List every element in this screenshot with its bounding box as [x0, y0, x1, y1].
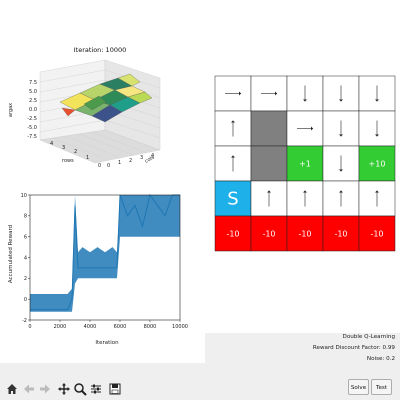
floor-pane — [39, 129, 161, 164]
policy-arrow-icon — [375, 120, 379, 137]
grid-cell-label: -10 — [334, 230, 347, 239]
x-tick-label: 10000 — [172, 324, 188, 330]
row-tick-label: 3 — [62, 145, 65, 151]
grid-cell-start — [214, 180, 252, 217]
policy-arrow-icon — [267, 190, 271, 207]
configure-icon[interactable] — [89, 382, 103, 396]
row-tick-label: 0 — [98, 163, 101, 169]
reward-band — [30, 195, 180, 312]
grid-cell-penalty — [358, 215, 396, 252]
policy-arrow-icon — [339, 120, 343, 137]
toolbar — [0, 378, 400, 400]
grid-cell-label: +10 — [369, 160, 386, 169]
y-tick-label: -2 — [22, 318, 27, 324]
grid-cell-wall — [250, 110, 288, 147]
z-tick-label: 5.0 — [29, 89, 37, 95]
grid-cell-reward — [358, 145, 396, 182]
y-tick-label: 4 — [24, 255, 27, 261]
z-tick-label: 7.5 — [29, 80, 37, 86]
policy-arrow-icon — [225, 91, 241, 96]
col-axis-label: cols — [144, 154, 156, 164]
grid-cell-label: -10 — [370, 230, 383, 239]
z-axis-label: argax — [8, 103, 14, 117]
z-tick-label: -2.5 — [27, 116, 37, 122]
col-tick-labels: 0 1 2 3 4 — [107, 153, 154, 169]
grid-cell-label: S — [227, 189, 238, 210]
solve-button[interactable]: Solve — [348, 379, 369, 395]
forward-arrow-icon[interactable] — [38, 382, 52, 396]
col-tick-label: 1 — [118, 160, 121, 166]
row-tick-labels: 4 3 2 1 0 — [50, 141, 101, 169]
policy-arrow-icon — [261, 91, 277, 96]
noise-label: Noise: 0.2 — [366, 356, 395, 362]
policy-arrow-icon — [375, 190, 379, 207]
reward-series-line — [30, 193, 180, 311]
grid-cell-label: -10 — [298, 230, 311, 239]
reward-x-label: Iteration — [95, 340, 119, 346]
grid-cell-label: -10 — [262, 230, 275, 239]
grid-cell-wall — [250, 145, 288, 182]
policy-arrow-icon — [339, 190, 343, 207]
x-tick-label: 2000 — [54, 324, 67, 330]
z-tick-label: -7.5 — [27, 134, 37, 140]
figure-left-panel: Iteration: 10000 — [0, 0, 205, 363]
policy-arrow-icon — [375, 85, 379, 102]
back-arrow-icon[interactable] — [22, 382, 36, 396]
surface-mesh — [59, 73, 153, 123]
z-tick-label: 2.5 — [29, 98, 37, 104]
y-tick-label: 2 — [24, 276, 27, 282]
policy-arrow-icon — [303, 85, 307, 102]
test-button[interactable]: Test — [371, 379, 392, 395]
col-tick-label: 3 — [140, 155, 143, 161]
col-tick-label: 4 — [151, 153, 154, 159]
y-tick-label: 8 — [24, 214, 27, 220]
zoom-icon[interactable] — [73, 382, 87, 396]
y-tick-label: 10 — [21, 193, 27, 199]
surface-plot: Iteration: 10000 — [8, 46, 161, 169]
policy-arrow-icon — [231, 155, 235, 172]
z-tick-labels: 7.5 5.0 2.5 0.0 -2.5 -5.0 -7.5 — [27, 80, 37, 140]
reward-y-label: Accumulated Reward — [8, 225, 14, 283]
surface-title: Iteration: 10000 — [74, 46, 127, 54]
gridworld: +1 +10 S -10 -10 -10 -10 -10 — [214, 75, 396, 252]
x-tick-label: 0 — [28, 324, 31, 330]
pan-icon[interactable] — [57, 382, 71, 396]
col-tick-label: 0 — [107, 163, 110, 169]
row-tick-label: 2 — [74, 149, 77, 155]
save-icon[interactable] — [108, 382, 122, 396]
z-tick-label: -5.0 — [27, 125, 37, 131]
row-tick-label: 4 — [50, 141, 53, 147]
home-icon[interactable] — [5, 382, 19, 396]
row-axis-label: rows — [62, 158, 74, 164]
row-tick-label: 1 — [86, 155, 89, 161]
grid-cell-label: -10 — [226, 230, 239, 239]
x-tick-label: 4000 — [84, 324, 97, 330]
figure-right-panel: +1 +10 S -10 -10 -10 -10 -10 — [205, 0, 400, 333]
algorithm-label: Double Q-Learning — [342, 334, 395, 340]
grid-cell-label: +1 — [299, 160, 311, 169]
z-tick-label: 0.0 — [29, 107, 37, 113]
policy-arrow-icon — [231, 120, 235, 137]
x-tick-label: 6000 — [114, 324, 127, 330]
x-tick-label: 8000 — [144, 324, 157, 330]
col-tick-label: 2 — [129, 158, 132, 164]
policy-arrow-icon — [297, 126, 313, 131]
y-tick-label: 0 — [24, 297, 27, 303]
discount-label: Reward Discount Factor: 0.99 — [312, 345, 395, 351]
policy-arrow-icon — [303, 190, 307, 207]
policy-arrow-icon — [339, 85, 343, 102]
policy-arrow-icon — [339, 155, 343, 172]
y-tick-label: 6 — [24, 234, 27, 240]
